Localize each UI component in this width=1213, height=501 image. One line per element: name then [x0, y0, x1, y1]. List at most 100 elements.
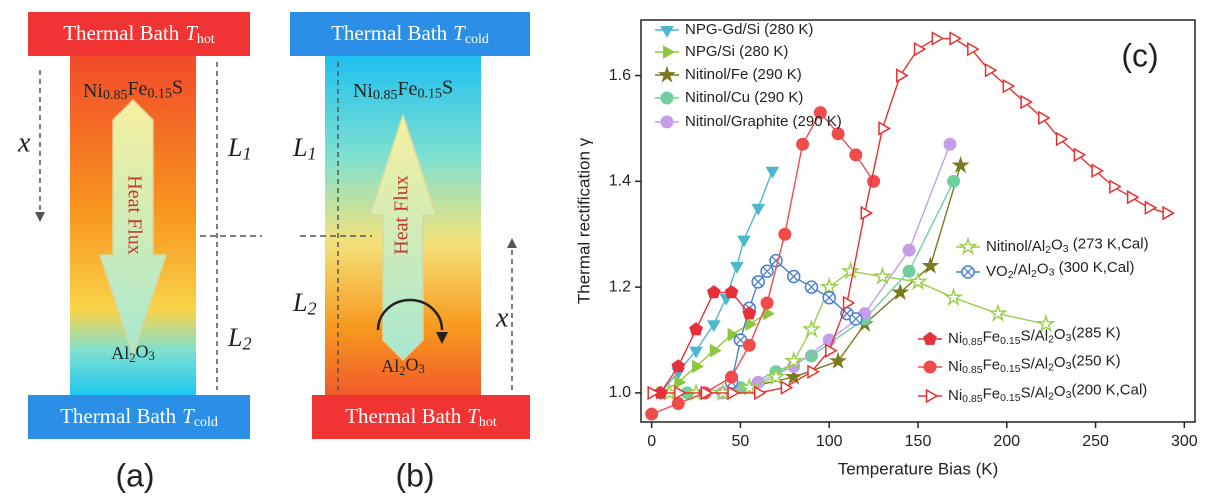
- legend-entry: Ni0.85Fe0.15S/Al2O3(285 K): [918, 325, 1121, 348]
- marker: [646, 408, 658, 420]
- text-run: Al: [381, 356, 399, 376]
- text-run: NPG/Si: [685, 43, 735, 60]
- text-run: 0.15: [1000, 363, 1021, 375]
- marker: [766, 167, 778, 177]
- flux-label: Heat Flux: [123, 175, 145, 254]
- marker: [755, 387, 765, 399]
- bath-text: Thermal Bath: [60, 404, 177, 428]
- text-run: Nitinol/Cu: [685, 89, 750, 106]
- marker: [779, 228, 791, 240]
- marker: [850, 149, 862, 161]
- page: Thermal rectification figure html, body …: [0, 0, 1213, 501]
- marker: [946, 290, 961, 304]
- text-run: Ni: [948, 330, 962, 347]
- x-axis-label: Temperature Bias (K): [838, 459, 999, 478]
- marker: [661, 27, 673, 37]
- bath-subscript: cold: [465, 32, 489, 47]
- bath-label: Thermal BathThot: [345, 404, 497, 430]
- marker: [797, 138, 809, 150]
- legend-label: Ni0.85Fe0.15S/Al2O3(250 K): [948, 353, 1121, 376]
- x-tick-label: 250: [1082, 433, 1109, 450]
- text-run: 0.15: [147, 87, 172, 102]
- text-run: O: [406, 355, 419, 375]
- text-run: 0.85: [962, 336, 983, 348]
- marker: [968, 43, 978, 55]
- text-run: 3: [419, 362, 425, 376]
- text-run: (285 K): [1071, 325, 1120, 342]
- x-tick-label: 300: [1171, 433, 1198, 450]
- marker: [672, 360, 685, 372]
- marker: [927, 390, 937, 402]
- bath-text: Thermal Bath: [331, 21, 448, 45]
- panel-label: (b): [395, 457, 434, 493]
- flux-label: Heat Flux: [391, 175, 413, 254]
- marker: [664, 46, 674, 58]
- text-run: 1: [307, 144, 316, 164]
- marker: [1039, 112, 1049, 124]
- text-run: /Al: [1014, 262, 1032, 279]
- marker: [808, 366, 818, 378]
- text-run: Nitinol/Fe: [685, 66, 748, 83]
- marker: [731, 263, 743, 273]
- coordinate-label: x: [17, 127, 31, 158]
- marker: [961, 239, 976, 253]
- legend-entry: Nitinol/Graphite (290 K): [655, 113, 842, 130]
- text-run: VO: [986, 263, 1008, 280]
- series: [648, 33, 1173, 399]
- bath-subscript: hot: [479, 415, 497, 430]
- text-run: NPG-Gd/Si: [685, 21, 760, 38]
- text-run: L: [227, 323, 242, 352]
- text-run: O: [1054, 354, 1066, 371]
- text-run: (250 K): [1071, 353, 1120, 370]
- marker: [690, 323, 703, 335]
- text-run: (200 K,Cal): [1071, 382, 1147, 399]
- text-run: Fe: [397, 78, 417, 100]
- text-run: O: [136, 342, 149, 362]
- marker: [831, 353, 846, 367]
- text-run: (290 K): [748, 66, 801, 83]
- marker: [726, 371, 738, 383]
- marker: [752, 204, 764, 214]
- marker: [1145, 202, 1155, 214]
- marker: [738, 236, 750, 246]
- length-label: L2: [292, 288, 317, 319]
- legend-entry: Ni0.85Fe0.15S/Al2O3(200 K,Cal): [918, 382, 1147, 405]
- series: [662, 158, 968, 400]
- legend-entry: NPG/Si (280 K): [655, 43, 788, 60]
- marker: [1110, 181, 1120, 193]
- legend-label: NPG/Si (280 K): [685, 43, 788, 60]
- text-run: S: [172, 76, 183, 98]
- marker: [1163, 207, 1173, 219]
- marker: [868, 175, 880, 187]
- legend-entry: VO2/Al2O3 (300 K,Cal): [956, 259, 1134, 281]
- marker: [903, 244, 915, 256]
- text-run: 3: [149, 349, 155, 363]
- text-run: O: [1037, 260, 1049, 277]
- text-run: L: [227, 133, 242, 162]
- legend-entry: Ni0.85Fe0.15S/Al2O3(250 K): [918, 353, 1121, 376]
- text-run: 0.15: [1000, 392, 1021, 404]
- panel-b: Thermal BathTcold Thermal BathThot Ni0.8…: [290, 12, 530, 493]
- bath-subscript: hot: [197, 32, 215, 47]
- marker: [761, 297, 773, 309]
- text-run: (273 K,Cal): [1069, 235, 1149, 252]
- bath-text: Thermal Bath: [63, 21, 180, 45]
- series-line: [652, 113, 874, 415]
- legend-label: Nitinol/Cu (290 K): [685, 89, 803, 106]
- marker: [781, 382, 791, 394]
- text-run: L: [292, 288, 307, 317]
- text-run: 1: [242, 144, 251, 164]
- legend-entry: Nitinol/Fe (290 K): [655, 66, 802, 83]
- text-run: S: [442, 76, 453, 98]
- y-tick-label: 1.4: [609, 173, 631, 190]
- text-run: Fe: [127, 78, 147, 100]
- text-run: 0.85: [373, 88, 398, 103]
- text-run: (290 K): [788, 113, 841, 130]
- text-run: 2: [242, 334, 251, 354]
- text-run: O: [1054, 383, 1066, 400]
- marker: [661, 92, 673, 104]
- marker: [990, 306, 1005, 320]
- length-label: L1: [292, 133, 317, 164]
- text-run: Fe: [983, 386, 1001, 403]
- marker: [944, 138, 956, 150]
